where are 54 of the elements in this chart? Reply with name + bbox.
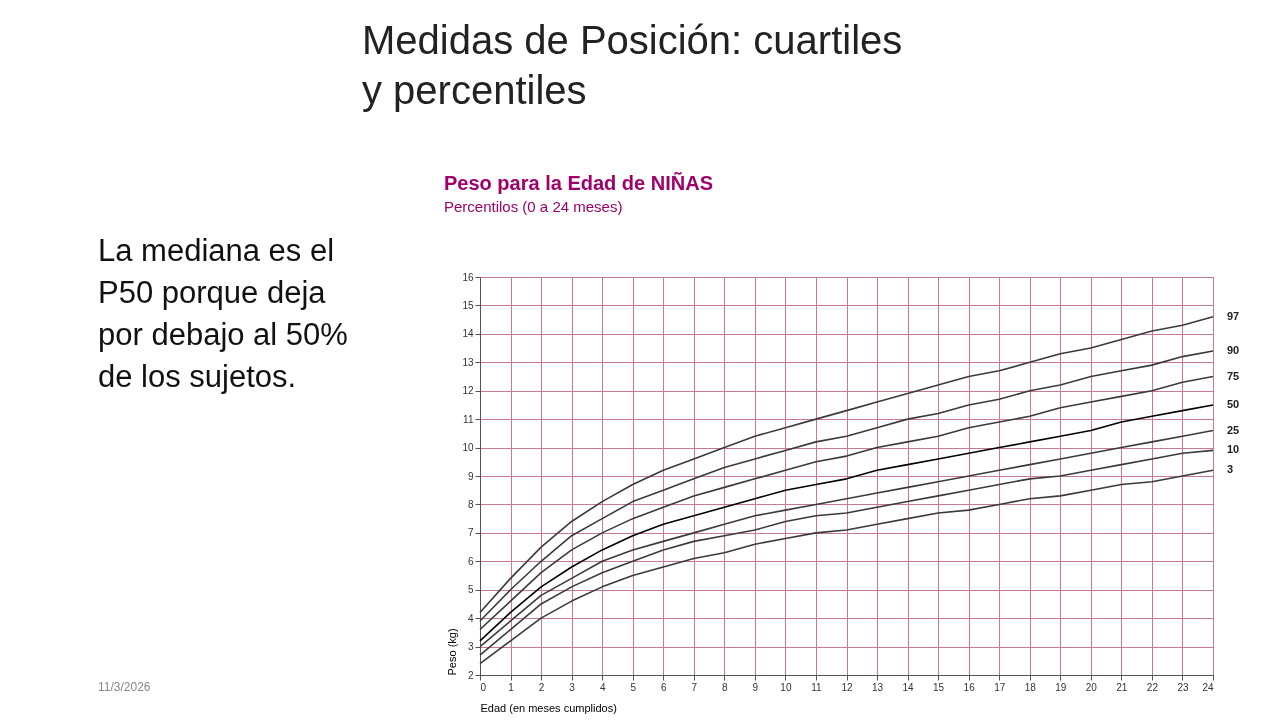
x-axis-title: Edad (en meses cumplidos)	[480, 701, 617, 714]
y-tick-label: 11	[463, 413, 474, 425]
y-tick-label: 10	[462, 442, 474, 454]
x-tick-label: 10	[780, 681, 792, 693]
y-axis-title: Peso (kg)	[446, 628, 459, 676]
x-tick-label: 14	[902, 681, 915, 693]
y-tick-label: 9	[467, 470, 474, 482]
y-tick-label: 16	[462, 271, 474, 283]
x-tick-label: 17	[994, 681, 1006, 693]
y-tick-label: 14	[462, 328, 474, 340]
text: La mediana es el P50 porque deja por debajo al 50% de los sujetos.	[98, 233, 348, 394]
series-label: 25	[1227, 423, 1240, 436]
x-tick-label: 7	[691, 681, 698, 693]
x-tick-label: 8	[722, 681, 729, 693]
y-tick-label: 3	[467, 641, 474, 653]
x-tick-label: 22	[1146, 681, 1159, 693]
x-tick-label: 6	[660, 681, 667, 693]
x-tick-label: 24	[1202, 681, 1214, 693]
y-tick-label: 13	[462, 356, 474, 368]
series-label: 90	[1227, 343, 1240, 356]
chart-title: Peso para la Edad de NIÑAS	[444, 172, 713, 194]
x-tick-label: 15	[933, 681, 945, 693]
y-tick-label: 7	[467, 527, 474, 539]
x-tick-label: 2	[538, 681, 545, 693]
x-tick-label: 13	[871, 681, 884, 693]
y-tick-label: 15	[462, 299, 474, 311]
y-tick-label: 8	[467, 498, 474, 510]
x-tick-label: 18	[1024, 681, 1037, 693]
x-tick-label: 5	[630, 681, 637, 693]
y-tick-label: 5	[467, 584, 474, 596]
x-tick-label: 19	[1055, 681, 1067, 693]
series-label: 10	[1227, 443, 1240, 456]
x-tick-label: 12	[841, 681, 853, 693]
y-tick-label: 6	[467, 555, 474, 567]
x-tick-label: 4	[599, 681, 606, 693]
y-tick-label: 12	[462, 385, 474, 397]
chart-subtitle: Percentilos (0 a 24 meses)	[444, 198, 623, 215]
series-label: 75	[1227, 369, 1240, 382]
x-tick-label: 3	[569, 681, 576, 693]
x-tick-label: 0	[480, 681, 487, 693]
y-tick-label: 4	[467, 612, 474, 624]
x-tick-label: 11	[811, 681, 823, 693]
x-tick-label: 16	[963, 681, 976, 693]
text: 11/3/2026	[98, 680, 151, 694]
text: Medidas de Posición: cuartiles y percentiles	[362, 18, 903, 112]
y-tick-label: 2	[467, 669, 474, 681]
x-tick-label: 9	[752, 681, 759, 693]
series-label: 50	[1227, 397, 1240, 410]
series-label: 3	[1227, 463, 1234, 476]
x-tick-label: 20	[1085, 681, 1098, 693]
x-tick-label: 21	[1116, 681, 1128, 693]
series-label: 97	[1227, 309, 1240, 322]
x-tick-label: 1	[508, 681, 515, 693]
x-tick-label: 23	[1177, 681, 1189, 693]
